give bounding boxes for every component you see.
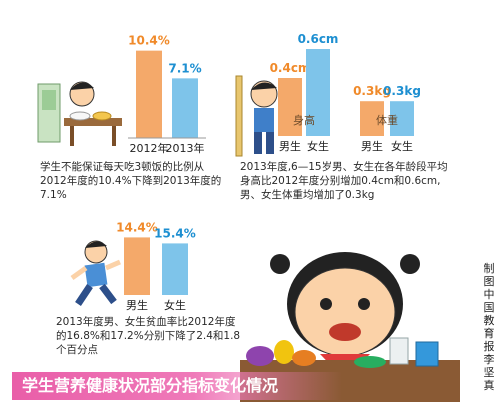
running-boy-illustration [70,240,121,306]
meals-bar-chart: 10.4% 2012年 7.1% 2013年 [128,34,206,155]
growth-bar-0-1 [306,49,330,136]
growth-bar-chart: 0.4cm 男生 0.6cm 女生 身高 0.3kg 男生 0.3kg 女生 体重 [270,32,421,153]
banner-title: 学生营养健康状况部分指标变化情况 [12,372,342,400]
meals-value-label-1: 7.1% [168,61,201,75]
meals-chart-panel: 10.4% 2012年 7.1% 2013年 学生不能保证每天吃3顿饭的比例从2012… [0,0,240,210]
growth-caption: 2013年度,6—15岁男、女生在各年龄段平均身高比2012年度分别增加0.4c… [240,161,448,201]
meals-bar-0 [136,50,162,138]
meals-caption: 学生不能保证每天吃3顿饭的比例从2012年度的10.4%下降到2013年度的7.… [40,161,222,201]
girl-with-food-illustration [240,252,460,402]
anemia-value-label-1: 15.4% [154,226,196,240]
meals-bar-1 [172,78,198,138]
credit-vertical-text: 制图 中国教育报 李坚真 [483,262,495,392]
anemia-category-label-0: 男生 [126,298,148,312]
growth-chart-panel: 0.4cm 男生 0.6cm 女生 身高 0.3kg 男生 0.3kg 女生 体重 2013年度,… [230,0,500,210]
anemia-value-label-0: 14.4% [116,220,158,234]
growth-value-label-1-0: 0.3kg [353,84,391,98]
anemia-caption: 2013年度男、女生贫血率比2012年度的16.8%和17.2%分别下降了2.4… [56,316,241,356]
growth-bar-1-0 [360,101,384,136]
anemia-chart-panel: 14.4% 男生 15.4% 女生 2013年度男、女生贫血率比2012年度的16.8… [0,205,240,365]
anemia-bar-chart: 14.4% 男生 15.4% 女生 [116,220,196,312]
meals-value-label-0: 10.4% [128,34,170,48]
growth-bar-0-0 [278,78,302,136]
boy-eating-illustration [37,81,122,146]
meals-category-label-1: 2013年 [166,141,205,155]
anemia-bar-1 [162,243,188,295]
growth-category-label-1-0: 男生 [361,139,383,153]
meals-category-label-0: 2012年 [130,141,169,155]
growth-bar-1-1 [390,101,414,136]
growth-value-label-1-1: 0.3kg [383,84,421,98]
anemia-bar-0 [124,237,150,295]
growth-group-label-1: 体重 [376,113,398,127]
growth-category-label-1-1: 女生 [391,139,413,153]
anemia-category-label-1: 女生 [164,298,186,312]
growth-value-label-0-1: 0.6cm [298,32,339,46]
boy-measuring-illustration [235,75,278,157]
growth-category-label-0-0: 男生 [279,139,301,153]
growth-value-label-0-0: 0.4cm [270,61,311,75]
growth-group-label-0: 身高 [293,113,315,127]
growth-category-label-0-1: 女生 [307,139,329,153]
